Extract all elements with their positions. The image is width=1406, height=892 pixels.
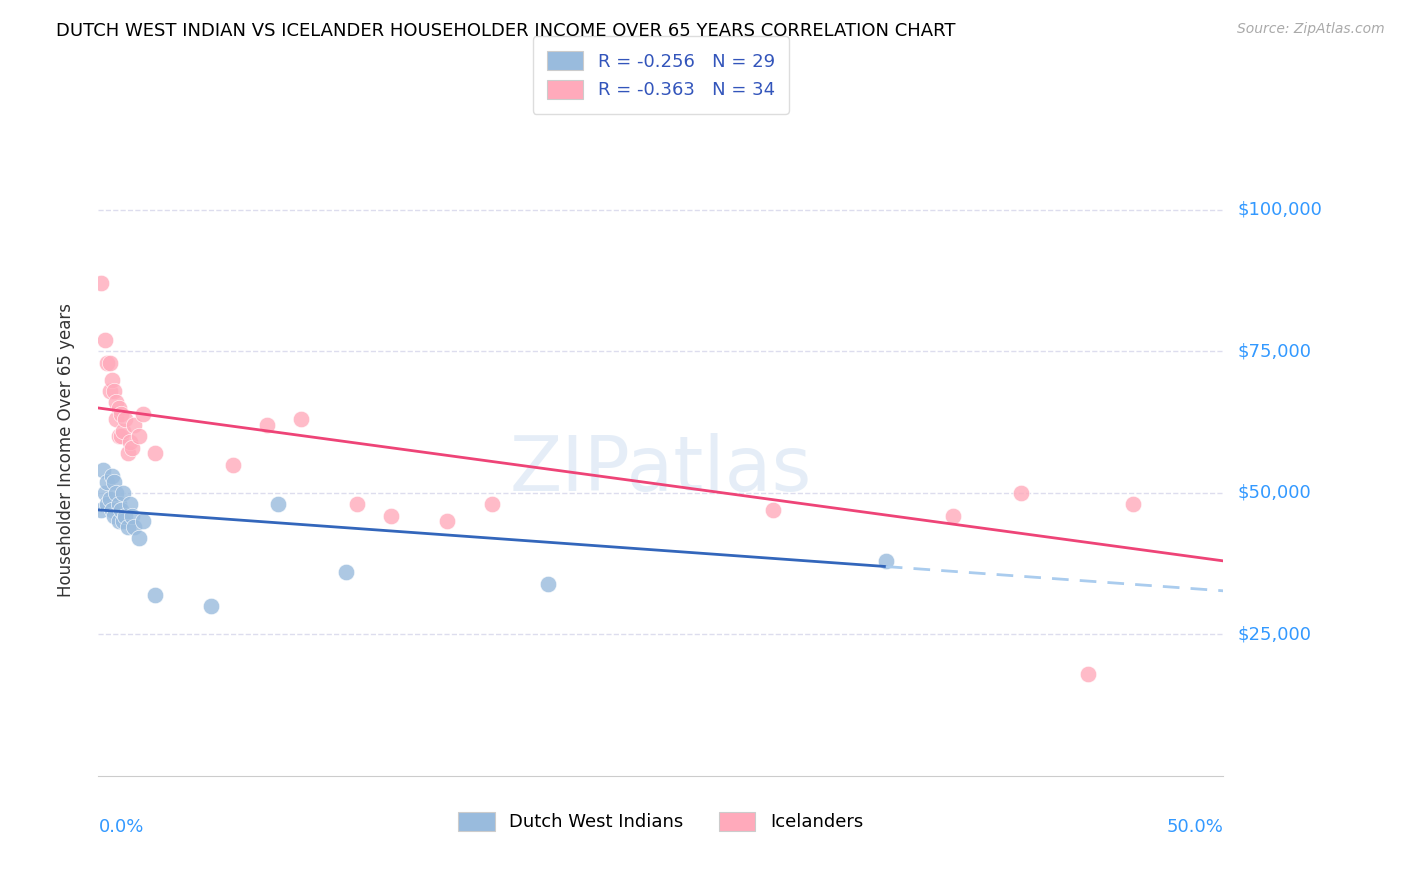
Point: [98, 384, 121, 398]
Point: [143, 446, 166, 460]
Point: [200, 599, 222, 614]
Point: [103, 508, 125, 523]
Point: [101, 373, 124, 387]
Point: [112, 486, 135, 500]
Point: [91, 463, 114, 477]
Point: [107, 514, 129, 528]
Point: [94, 486, 117, 500]
Point: [110, 429, 132, 443]
Point: [117, 446, 139, 460]
Point: [107, 497, 129, 511]
Point: [96, 356, 118, 370]
Point: [124, 520, 146, 534]
Point: [103, 384, 125, 398]
Point: [117, 520, 139, 534]
Point: [1077, 667, 1099, 681]
Point: [105, 412, 128, 426]
Point: [107, 401, 129, 415]
Point: [118, 497, 141, 511]
Text: $25,000: $25,000: [1237, 625, 1312, 643]
Point: [90, 503, 112, 517]
Point: [114, 412, 136, 426]
Point: [105, 486, 128, 500]
Point: [346, 497, 368, 511]
Point: [110, 503, 132, 517]
Text: ZIPatlas: ZIPatlas: [509, 433, 813, 507]
Point: [101, 469, 124, 483]
Point: [96, 475, 118, 489]
Point: [335, 565, 357, 579]
Point: [121, 441, 143, 455]
Text: Source: ZipAtlas.com: Source: ZipAtlas.com: [1237, 22, 1385, 37]
Point: [267, 497, 290, 511]
Point: [124, 417, 146, 432]
Point: [128, 531, 150, 545]
Point: [101, 503, 124, 517]
Point: [132, 514, 155, 528]
Point: [94, 333, 117, 347]
Point: [1010, 486, 1032, 500]
Point: [537, 576, 560, 591]
Point: [96, 497, 118, 511]
Point: [380, 508, 402, 523]
Text: 0.0%: 0.0%: [98, 818, 143, 836]
Text: 50.0%: 50.0%: [1167, 818, 1223, 836]
Point: [112, 424, 135, 438]
Legend: Dutch West Indians, Icelanders: Dutch West Indians, Icelanders: [451, 805, 870, 838]
Point: [110, 407, 132, 421]
Point: [1122, 497, 1144, 511]
Point: [436, 514, 458, 528]
Point: [107, 429, 129, 443]
Point: [112, 514, 135, 528]
Point: [103, 475, 125, 489]
Text: $100,000: $100,000: [1237, 201, 1322, 219]
Text: $50,000: $50,000: [1237, 484, 1310, 502]
Point: [90, 277, 112, 291]
Point: [143, 588, 166, 602]
Y-axis label: Householder Income Over 65 years: Householder Income Over 65 years: [56, 303, 75, 598]
Point: [105, 395, 128, 409]
Point: [132, 407, 155, 421]
Point: [942, 508, 965, 523]
Point: [290, 412, 312, 426]
Point: [256, 417, 278, 432]
Point: [481, 497, 503, 511]
Point: [128, 429, 150, 443]
Point: [118, 434, 141, 449]
Text: $75,000: $75,000: [1237, 343, 1312, 360]
Point: [875, 554, 897, 568]
Point: [121, 508, 143, 523]
Text: DUTCH WEST INDIAN VS ICELANDER HOUSEHOLDER INCOME OVER 65 YEARS CORRELATION CHAR: DUTCH WEST INDIAN VS ICELANDER HOUSEHOLD…: [56, 22, 956, 40]
Point: [114, 508, 136, 523]
Point: [222, 458, 245, 472]
Point: [762, 503, 785, 517]
Point: [98, 356, 121, 370]
Point: [98, 491, 121, 506]
